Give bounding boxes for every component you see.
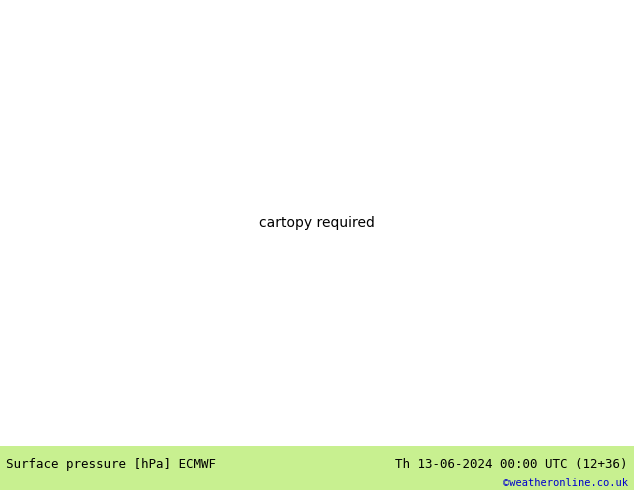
Text: ©weatheronline.co.uk: ©weatheronline.co.uk [503, 478, 628, 488]
Text: Surface pressure [hPa] ECMWF: Surface pressure [hPa] ECMWF [6, 458, 216, 471]
Text: cartopy required: cartopy required [259, 216, 375, 230]
Text: Th 13-06-2024 00:00 UTC (12+36): Th 13-06-2024 00:00 UTC (12+36) [395, 458, 628, 471]
